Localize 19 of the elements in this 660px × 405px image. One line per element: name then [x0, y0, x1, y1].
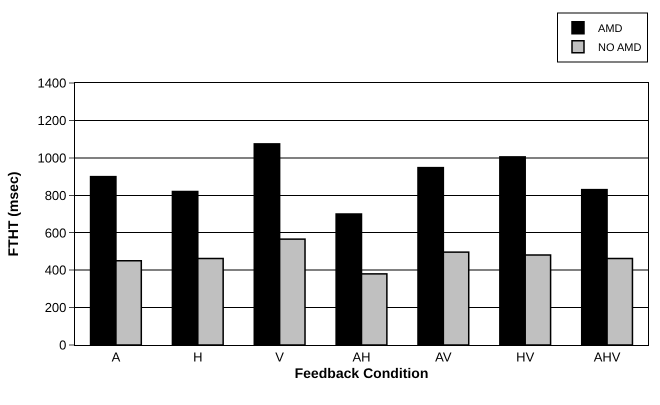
y-tick-label: 800 [44, 188, 66, 203]
y-tick-label: 1000 [37, 150, 66, 166]
x-tick-label: HV [516, 350, 535, 365]
x-tick-label: A [112, 350, 121, 365]
x-axis-title: Feedback Condition [294, 364, 428, 381]
y-axis-title: FTHT (msec) [5, 172, 22, 256]
y-tick-label: 400 [44, 262, 66, 278]
y-tick-label: 1200 [37, 112, 66, 128]
x-tick-label: AH [352, 350, 371, 365]
y-tick-label: 600 [44, 225, 66, 240]
x-tick-label: V [275, 350, 284, 365]
y-tick-label: 200 [44, 300, 66, 316]
x-tick-label: AHV [594, 350, 621, 365]
legend-label: AMD [598, 23, 622, 36]
legend-label: NO AMD [598, 42, 642, 54]
y-tick-label: 1400 [37, 76, 66, 91]
y-tick-label: 0 [59, 338, 66, 353]
x-tick-label: H [193, 350, 202, 365]
x-tick-label: AV [435, 350, 452, 365]
